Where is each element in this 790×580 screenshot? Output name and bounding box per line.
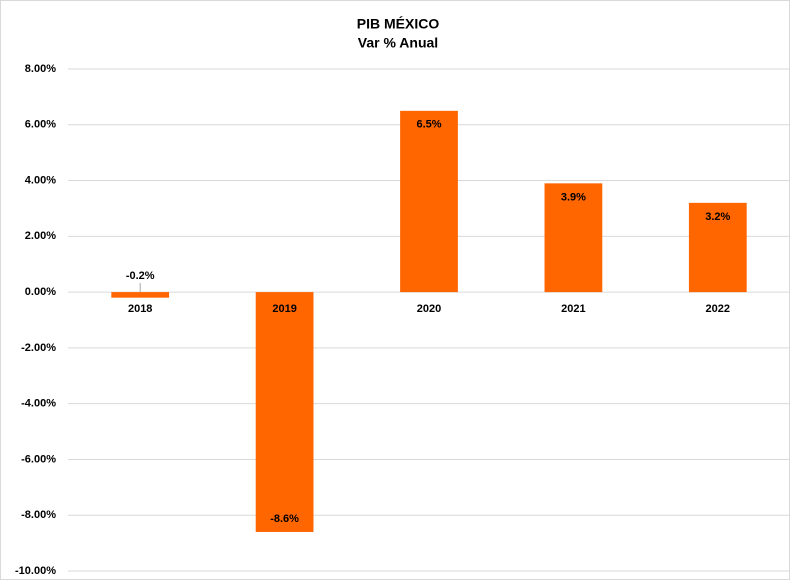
y-tick-label: -4.00%	[21, 398, 56, 410]
y-tick-label: -2.00%	[21, 342, 56, 354]
chart-title: PIB MÉXICO	[357, 16, 440, 32]
y-tick-label: -10.00%	[15, 565, 56, 577]
y-tick-label: 2.00%	[25, 230, 56, 242]
bar	[688, 202, 747, 293]
x-tick-label: 2019	[272, 303, 296, 315]
x-tick-label: 2022	[706, 303, 730, 315]
y-tick-label: 4.00%	[25, 174, 56, 186]
bar	[400, 110, 458, 293]
chart-subtitle: Var % Anual	[358, 35, 438, 51]
x-tick-label: 2020	[417, 303, 441, 315]
y-tick-label: 6.00%	[25, 119, 56, 131]
data-label: -0.2%	[126, 270, 155, 282]
x-tick-label: 2018	[128, 303, 152, 315]
data-label: 3.2%	[705, 211, 730, 223]
data-label: -8.6%	[270, 513, 299, 525]
bar	[544, 183, 603, 293]
y-tick-label: -8.00%	[21, 509, 56, 521]
y-tick-label: -6.00%	[21, 453, 56, 465]
bar	[111, 292, 170, 298]
y-tick-label: 0.00%	[25, 286, 56, 298]
bar	[255, 292, 314, 532]
y-tick-label: 8.00%	[25, 63, 56, 75]
x-tick-label: 2021	[561, 303, 585, 315]
data-label: 6.5%	[416, 119, 441, 131]
data-label: 3.9%	[561, 191, 586, 203]
